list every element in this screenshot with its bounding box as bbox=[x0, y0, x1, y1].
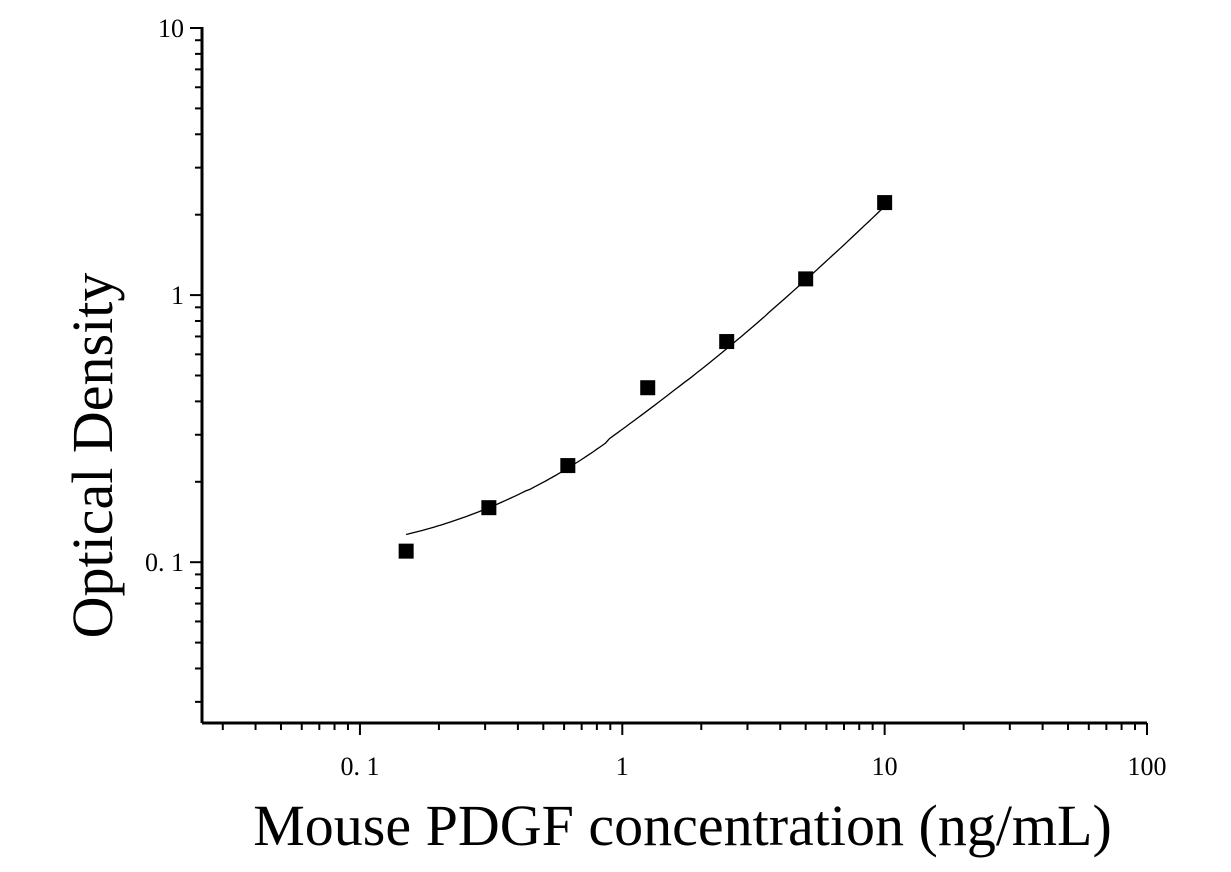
x-tick-label: 100 bbox=[1128, 752, 1167, 781]
data-point bbox=[398, 543, 414, 559]
fit-curve-line bbox=[405, 205, 886, 536]
y-tick-label: 1 bbox=[171, 281, 184, 310]
axes bbox=[200, 27, 1147, 725]
y-axis-ticks: 0. 1 1 10 bbox=[145, 14, 202, 703]
data-point bbox=[798, 271, 814, 287]
y-tick-label: 0. 1 bbox=[145, 548, 184, 577]
x-tick-label: 0. 1 bbox=[340, 752, 379, 781]
fit-curve-layer bbox=[405, 205, 886, 536]
data-point bbox=[560, 458, 576, 474]
y-tick-label: 10 bbox=[158, 14, 184, 43]
data-point bbox=[481, 500, 497, 516]
data-points-layer bbox=[398, 195, 893, 559]
y-axis-title: Optical Density bbox=[60, 273, 125, 639]
data-point bbox=[640, 380, 656, 396]
x-tick-label: 10 bbox=[872, 752, 898, 781]
data-point bbox=[719, 334, 735, 350]
x-tick-label: 1 bbox=[616, 752, 629, 781]
data-point bbox=[877, 195, 893, 211]
x-axis-ticks: 0. 1 1 10 100 bbox=[221, 723, 1167, 781]
x-axis-title: Mouse PDGF concentration (ng/mL) bbox=[253, 793, 1112, 858]
